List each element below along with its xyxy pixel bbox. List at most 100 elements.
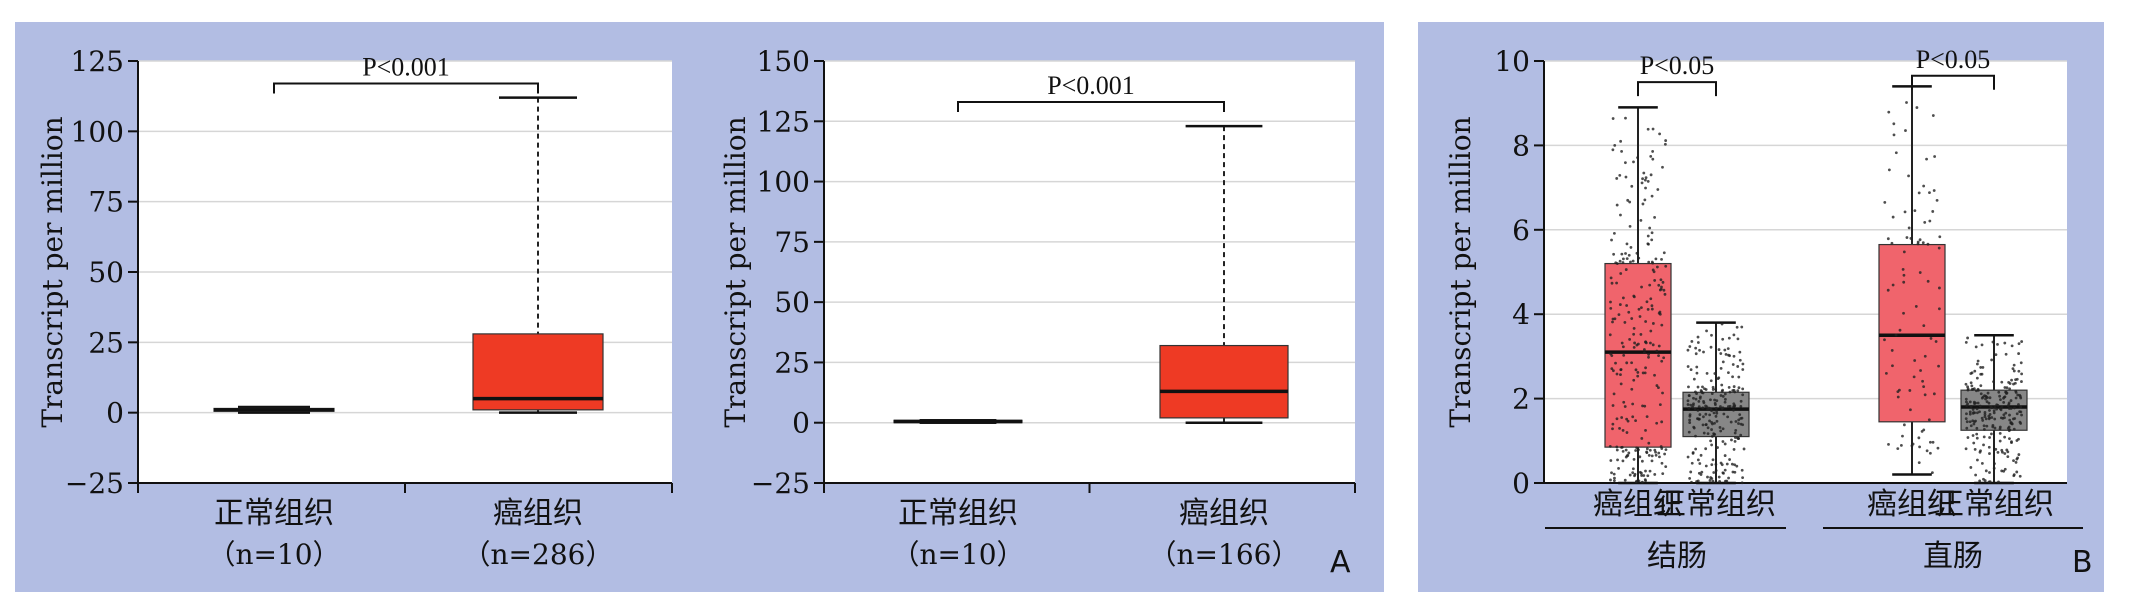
chart-b-point xyxy=(1702,415,1705,419)
chart-b-point xyxy=(1617,467,1620,470)
chart-a1-xtick-label: 正常组织 xyxy=(214,496,334,531)
chart-b-point xyxy=(1620,416,1624,419)
chart-b-point xyxy=(1923,220,1927,224)
chart-b-point xyxy=(1640,181,1644,185)
chart-b-point xyxy=(1640,285,1643,289)
chart-b-point xyxy=(1625,431,1629,434)
chart-b-point xyxy=(1651,127,1655,131)
chart-b-point xyxy=(1706,432,1710,435)
chart-b-point xyxy=(2012,382,2015,386)
chart-b-point xyxy=(1908,389,1912,392)
chart-b-point xyxy=(1646,234,1650,238)
chart-b-point xyxy=(1721,394,1725,398)
chart-b-point xyxy=(1972,441,1976,445)
chart-b-point xyxy=(1969,424,1973,428)
chart-b-point xyxy=(1968,412,1972,416)
chart-b-point xyxy=(1741,393,1745,397)
chart-b-point xyxy=(1624,268,1628,271)
chart-b-point xyxy=(1733,431,1737,435)
panel-label-a: A xyxy=(1330,545,1351,580)
chart-b-point xyxy=(1731,470,1735,474)
chart-b-point xyxy=(1650,238,1654,242)
chart-b-point xyxy=(2008,437,2011,441)
chart-b-point xyxy=(1988,452,1991,455)
chart-b-point xyxy=(1687,394,1691,398)
chart-b-point xyxy=(1712,471,1716,474)
chart-b-point xyxy=(1720,407,1724,410)
chart-b-xtick-label: 癌组织 xyxy=(1593,487,1683,522)
chart-a2-ytick-label: −25 xyxy=(751,467,810,500)
chart-b-point xyxy=(1931,440,1935,444)
chart-b-point xyxy=(1887,442,1890,446)
chart-b-point xyxy=(1720,322,1724,326)
chart-b-point xyxy=(1978,410,1981,414)
chart-b-point xyxy=(1636,374,1640,378)
chart-b-point xyxy=(1663,452,1667,456)
chart-b-point xyxy=(1636,371,1640,374)
chart-b-point xyxy=(1625,304,1629,307)
chart-b-group1-annotation: P<0.05 xyxy=(1916,45,1991,74)
chart-a2-xtick-label: 癌组织 xyxy=(1179,496,1269,531)
chart-b-point xyxy=(1905,236,1909,239)
chart-b-point xyxy=(1645,300,1649,304)
chart-a2-xtick-n: （n=10） xyxy=(891,538,1024,571)
chart-b-point xyxy=(1992,409,1996,413)
chart-b-point xyxy=(2020,340,2024,343)
chart-b-point xyxy=(1660,285,1663,289)
chart-b-point xyxy=(1721,427,1725,431)
chart-b-point xyxy=(1902,280,1906,284)
chart-b-point xyxy=(1640,480,1644,484)
chart-b-point xyxy=(1926,279,1930,283)
chart-b-point xyxy=(1609,459,1613,462)
chart-b-point xyxy=(1919,369,1922,372)
chart-b-point xyxy=(1644,428,1647,432)
chart-b-point xyxy=(1633,341,1637,345)
chart-b-point xyxy=(1644,340,1647,344)
chart-b-point xyxy=(1711,388,1715,391)
chart-b-point xyxy=(2011,367,2015,371)
chart-b-point xyxy=(1723,468,1727,472)
chart-b-point xyxy=(1996,342,1999,346)
chart-b-point xyxy=(1917,436,1921,440)
chart-b-point xyxy=(1710,428,1713,431)
chart-b-point xyxy=(1621,296,1625,300)
chart-b-point xyxy=(1917,191,1921,195)
chart-b-point xyxy=(1664,448,1668,452)
chart-b-point xyxy=(1709,345,1713,349)
chart-b-point xyxy=(1608,333,1612,337)
chart-b-point xyxy=(1979,384,1983,388)
chart-b-point xyxy=(1988,436,1991,439)
chart-b-point xyxy=(1983,415,1987,419)
chart-b-point xyxy=(1899,443,1903,447)
chart-b-point xyxy=(1694,434,1697,438)
chart-b-point xyxy=(1741,368,1745,371)
chart-b-point xyxy=(1636,156,1639,160)
chart-b-point xyxy=(1920,429,1924,433)
chart-b-point xyxy=(1696,341,1700,344)
chart-b-point xyxy=(1985,400,1989,404)
chart-b-point xyxy=(1732,408,1735,412)
chart-b-point xyxy=(1987,417,1991,421)
chart-b-point xyxy=(1933,155,1937,158)
chart-b-point xyxy=(1627,310,1631,314)
chart-b-point xyxy=(1656,188,1660,191)
chart-b-point xyxy=(1648,469,1652,473)
chart-b-point xyxy=(1612,479,1616,483)
chart-b-point xyxy=(2005,386,2009,390)
chart-b-point xyxy=(1657,354,1660,358)
chart-b-point xyxy=(1975,362,1979,366)
chart-a2-ytick-label: 50 xyxy=(774,286,810,319)
chart-b-point xyxy=(1650,194,1654,198)
chart-b-point xyxy=(1990,358,1994,362)
chart-b-point xyxy=(1968,410,1972,414)
chart-b-point xyxy=(1887,168,1891,172)
chart-a2-plot-area xyxy=(824,61,1355,483)
chart-b-point xyxy=(1649,329,1653,333)
chart-b-point xyxy=(1987,401,1991,405)
chart-b-point xyxy=(1904,129,1907,132)
chart-b-point xyxy=(1699,473,1703,476)
chart-b-point xyxy=(1653,473,1657,476)
chart-b-point xyxy=(2014,396,2018,400)
chart-b-point xyxy=(1653,215,1656,219)
chart-b-point xyxy=(1704,447,1708,451)
